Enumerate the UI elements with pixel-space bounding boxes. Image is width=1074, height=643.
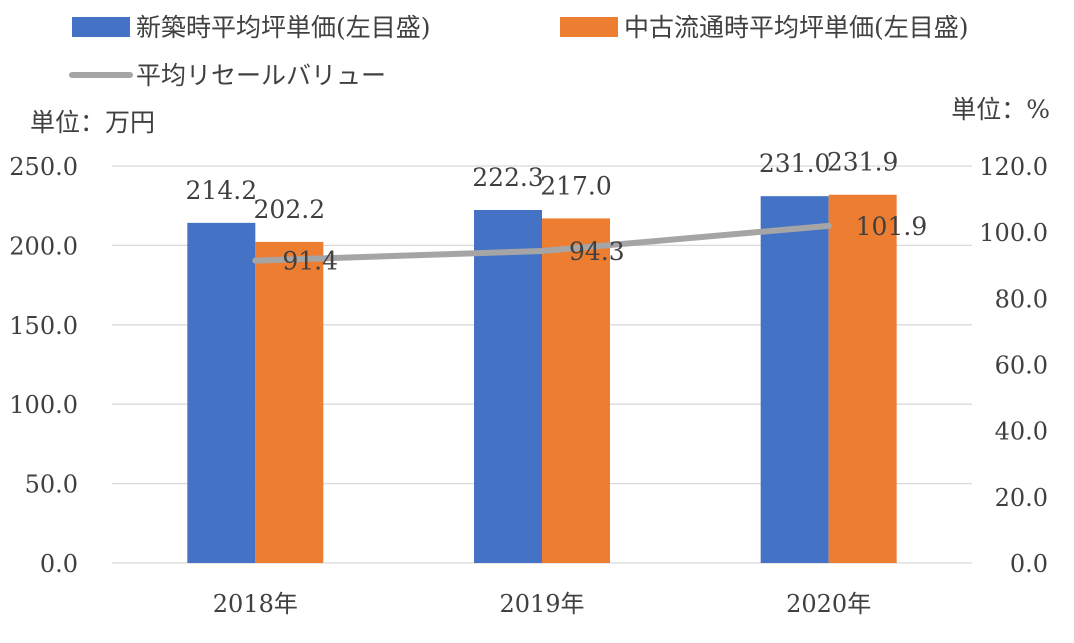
legend-label-new: 新築時平均坪単価(左目盛) bbox=[136, 13, 431, 42]
legend-label-used: 中古流通時平均坪単価(左目盛) bbox=[624, 13, 969, 42]
bar-label-used-1: 217.0 bbox=[540, 171, 612, 200]
line-label-2: 101.9 bbox=[856, 212, 928, 241]
left-tick-label-5: 250.0 bbox=[9, 153, 78, 181]
right-axis-unit: 単位：% bbox=[951, 95, 1050, 124]
bar-used-0 bbox=[255, 241, 324, 563]
line-label-1: 94.3 bbox=[569, 237, 625, 266]
left-tick-label-2: 100.0 bbox=[9, 391, 78, 419]
left-tick-label-3: 150.0 bbox=[9, 312, 78, 340]
legend-swatch-used bbox=[560, 17, 618, 37]
left-tick-label-0: 0.0 bbox=[40, 550, 78, 578]
bar-used-1 bbox=[542, 218, 610, 564]
bar-label-new-0: 214.2 bbox=[186, 176, 258, 205]
right-tick-label-5: 100.0 bbox=[979, 219, 1048, 247]
legend: 新築時平均坪単価(左目盛) 中古流通時平均坪単価(左目盛) 平均リセールバリュー bbox=[69, 13, 969, 90]
legend-item-resale: 平均リセールバリュー bbox=[69, 61, 386, 90]
legend-label-resale: 平均リセールバリュー bbox=[136, 61, 386, 90]
right-tick-label-1: 20.0 bbox=[995, 484, 1048, 512]
bar-label-used-0: 202.2 bbox=[254, 195, 326, 224]
right-tick-label-2: 40.0 bbox=[995, 418, 1048, 446]
bar-label-new-1: 222.3 bbox=[472, 163, 544, 192]
left-tick-label-4: 200.0 bbox=[9, 232, 78, 260]
resale-point-0 bbox=[252, 257, 259, 264]
bar-used-2 bbox=[828, 194, 897, 563]
line-label-0: 91.4 bbox=[282, 247, 338, 276]
bars bbox=[187, 194, 897, 564]
resale-point-2 bbox=[825, 222, 832, 229]
category-label-0: 2018年 bbox=[213, 590, 298, 618]
resale-point-1 bbox=[539, 248, 545, 255]
resale-line-layer bbox=[252, 222, 832, 264]
right-axis-ticks: 0.0 20.0 40.0 60.0 80.0 100.0 120.0 bbox=[979, 153, 1048, 578]
legend-item-new: 新築時平均坪単価(左目盛) bbox=[72, 13, 431, 42]
right-tick-label-6: 120.0 bbox=[979, 153, 1048, 181]
bar-label-used-2: 231.9 bbox=[827, 148, 899, 177]
left-tick-label-1: 50.0 bbox=[25, 471, 78, 499]
category-labels: 2018年 2019年 2020年 bbox=[213, 590, 871, 618]
category-label-1: 2019年 bbox=[499, 590, 584, 618]
right-tick-label-0: 0.0 bbox=[1010, 550, 1048, 578]
right-tick-label-3: 60.0 bbox=[995, 352, 1048, 380]
category-label-2: 2020年 bbox=[786, 590, 871, 618]
bar-new-2 bbox=[760, 196, 829, 563]
right-tick-label-4: 80.0 bbox=[995, 285, 1048, 313]
left-axis-unit: 単位：万円 bbox=[30, 108, 155, 137]
legend-swatch-new bbox=[72, 17, 130, 37]
bar-new-1 bbox=[474, 209, 542, 563]
bar-label-new-2: 231.0 bbox=[759, 149, 831, 178]
left-axis-ticks: 0.0 50.0 100.0 150.0 200.0 250.0 bbox=[9, 153, 78, 578]
legend-item-used: 中古流通時平均坪単価(左目盛) bbox=[560, 13, 969, 42]
bar-new-0 bbox=[187, 222, 256, 563]
